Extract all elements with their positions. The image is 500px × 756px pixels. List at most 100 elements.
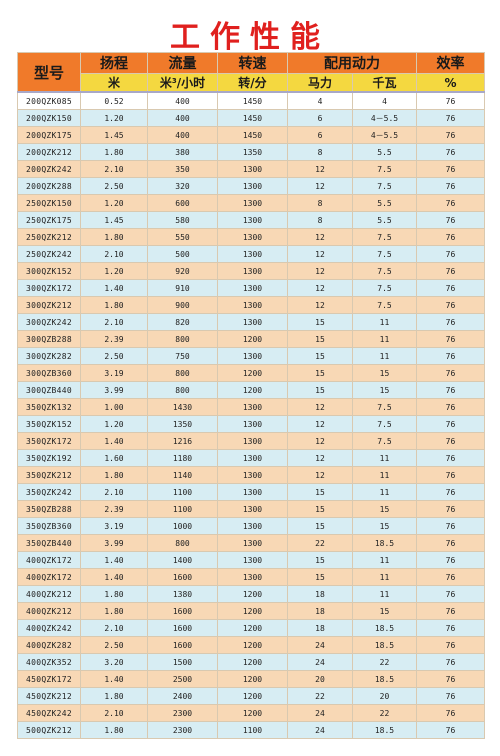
table-row: 250QZK212 1.80 550 1300 12 7.5 76 (17, 228, 485, 246)
model-cell: 300QZK212 (17, 296, 81, 314)
kw-cell: 22 (352, 653, 417, 671)
speed-cell: 1200 (217, 381, 288, 399)
kw-cell: 18.5 (352, 721, 417, 739)
head-cell: 2.50 (80, 177, 148, 195)
head-cell: 1.20 (80, 262, 148, 280)
flow-cell: 1600 (147, 568, 218, 586)
kw-cell: 22 (352, 704, 417, 722)
header-speed: 转速 (217, 52, 288, 74)
head-cell: 1.20 (80, 415, 148, 433)
head-cell: 2.39 (80, 500, 148, 518)
efficiency-cell: 76 (416, 449, 485, 467)
hp-cell: 15 (287, 381, 353, 399)
flow-cell: 2500 (147, 670, 218, 688)
speed-cell: 1300 (217, 534, 288, 552)
kw-cell: 11 (352, 347, 417, 365)
efficiency-cell: 76 (416, 364, 485, 382)
head-cell: 3.19 (80, 517, 148, 535)
efficiency-cell: 76 (416, 177, 485, 195)
model-cell: 400QZK212 (17, 585, 81, 603)
flow-cell: 580 (147, 211, 218, 229)
flow-cell: 920 (147, 262, 218, 280)
efficiency-cell: 76 (416, 279, 485, 297)
flow-cell: 800 (147, 381, 218, 399)
unit-efficiency: % (416, 73, 485, 93)
flow-cell: 1000 (147, 517, 218, 535)
kw-cell: 4－5.5 (352, 126, 417, 144)
model-cell: 200QZK175 (17, 126, 81, 144)
model-cell: 250QZK175 (17, 211, 81, 229)
hp-cell: 12 (287, 262, 353, 280)
speed-cell: 1450 (217, 109, 288, 127)
speed-cell: 1450 (217, 126, 288, 144)
unit-kw: 千瓦 (352, 73, 417, 93)
efficiency-cell: 76 (416, 126, 485, 144)
hp-cell: 15 (287, 347, 353, 365)
speed-cell: 1100 (217, 721, 288, 739)
speed-cell: 1200 (217, 687, 288, 705)
hp-cell: 15 (287, 551, 353, 569)
table-row: 250QZK242 2.10 500 1300 12 7.5 76 (17, 245, 485, 263)
head-cell: 1.40 (80, 568, 148, 586)
performance-table: 型号 扬程 流量 转速 配用动力 效率 米 米3/小时 转/分 马力 千瓦 % … (17, 52, 485, 739)
efficiency-cell: 76 (416, 619, 485, 637)
hp-cell: 15 (287, 500, 353, 518)
unit-flow-base: 米 (159, 76, 172, 90)
hp-cell: 24 (287, 704, 353, 722)
flow-cell: 2300 (147, 704, 218, 722)
model-cell: 350QZB288 (17, 500, 81, 518)
model-cell: 400QZK172 (17, 551, 81, 569)
head-cell: 1.45 (80, 211, 148, 229)
model-cell: 450QZK172 (17, 670, 81, 688)
flow-cell: 350 (147, 160, 218, 178)
hp-cell: 12 (287, 449, 353, 467)
table-row: 350QZK172 1.40 1216 1300 12 7.5 76 (17, 432, 485, 450)
kw-cell: 7.5 (352, 160, 417, 178)
table-row: 300QZB288 2.39 800 1200 15 11 76 (17, 330, 485, 348)
head-cell: 3.99 (80, 381, 148, 399)
model-cell: 300QZK242 (17, 313, 81, 331)
speed-cell: 1300 (217, 177, 288, 195)
head-cell: 2.39 (80, 330, 148, 348)
head-cell: 1.80 (80, 585, 148, 603)
speed-cell: 1300 (217, 347, 288, 365)
flow-cell: 1380 (147, 585, 218, 603)
model-cell: 300QZB288 (17, 330, 81, 348)
header-efficiency: 效率 (416, 52, 485, 74)
model-cell: 300QZB360 (17, 364, 81, 382)
table-row: 350QZK242 2.10 1100 1300 15 11 76 (17, 483, 485, 501)
table-row: 250QZK150 1.20 600 1300 8 5.5 76 (17, 194, 485, 212)
head-cell: 1.60 (80, 449, 148, 467)
efficiency-cell: 76 (416, 109, 485, 127)
kw-cell: 11 (352, 449, 417, 467)
head-cell: 1.80 (80, 687, 148, 705)
table-row: 300QZK172 1.40 910 1300 12 7.5 76 (17, 279, 485, 297)
kw-cell: 15 (352, 381, 417, 399)
efficiency-cell: 76 (416, 551, 485, 569)
flow-cell: 1140 (147, 466, 218, 484)
head-cell: 1.20 (80, 194, 148, 212)
hp-cell: 6 (287, 109, 353, 127)
efficiency-cell: 76 (416, 194, 485, 212)
efficiency-cell: 76 (416, 143, 485, 161)
head-cell: 1.80 (80, 228, 148, 246)
speed-cell: 1200 (217, 585, 288, 603)
model-cell: 250QZK212 (17, 228, 81, 246)
header-model: 型号 (17, 52, 81, 93)
kw-cell: 18.5 (352, 619, 417, 637)
flow-cell: 2400 (147, 687, 218, 705)
hp-cell: 8 (287, 194, 353, 212)
speed-cell: 1200 (217, 636, 288, 654)
hp-cell: 12 (287, 415, 353, 433)
efficiency-cell: 76 (416, 262, 485, 280)
kw-cell: 11 (352, 568, 417, 586)
efficiency-cell: 76 (416, 670, 485, 688)
kw-cell: 7.5 (352, 432, 417, 450)
table-row: 200QZK175 1.45 400 1450 6 4－5.5 76 (17, 126, 485, 144)
table-row: 300QZK242 2.10 820 1300 15 11 76 (17, 313, 485, 331)
kw-cell: 4－5.5 (352, 109, 417, 127)
table-row: 350QZB440 3.99 800 1300 22 18.5 76 (17, 534, 485, 552)
table-row: 300QZK282 2.50 750 1300 15 11 76 (17, 347, 485, 365)
speed-cell: 1300 (217, 245, 288, 263)
kw-cell: 11 (352, 330, 417, 348)
